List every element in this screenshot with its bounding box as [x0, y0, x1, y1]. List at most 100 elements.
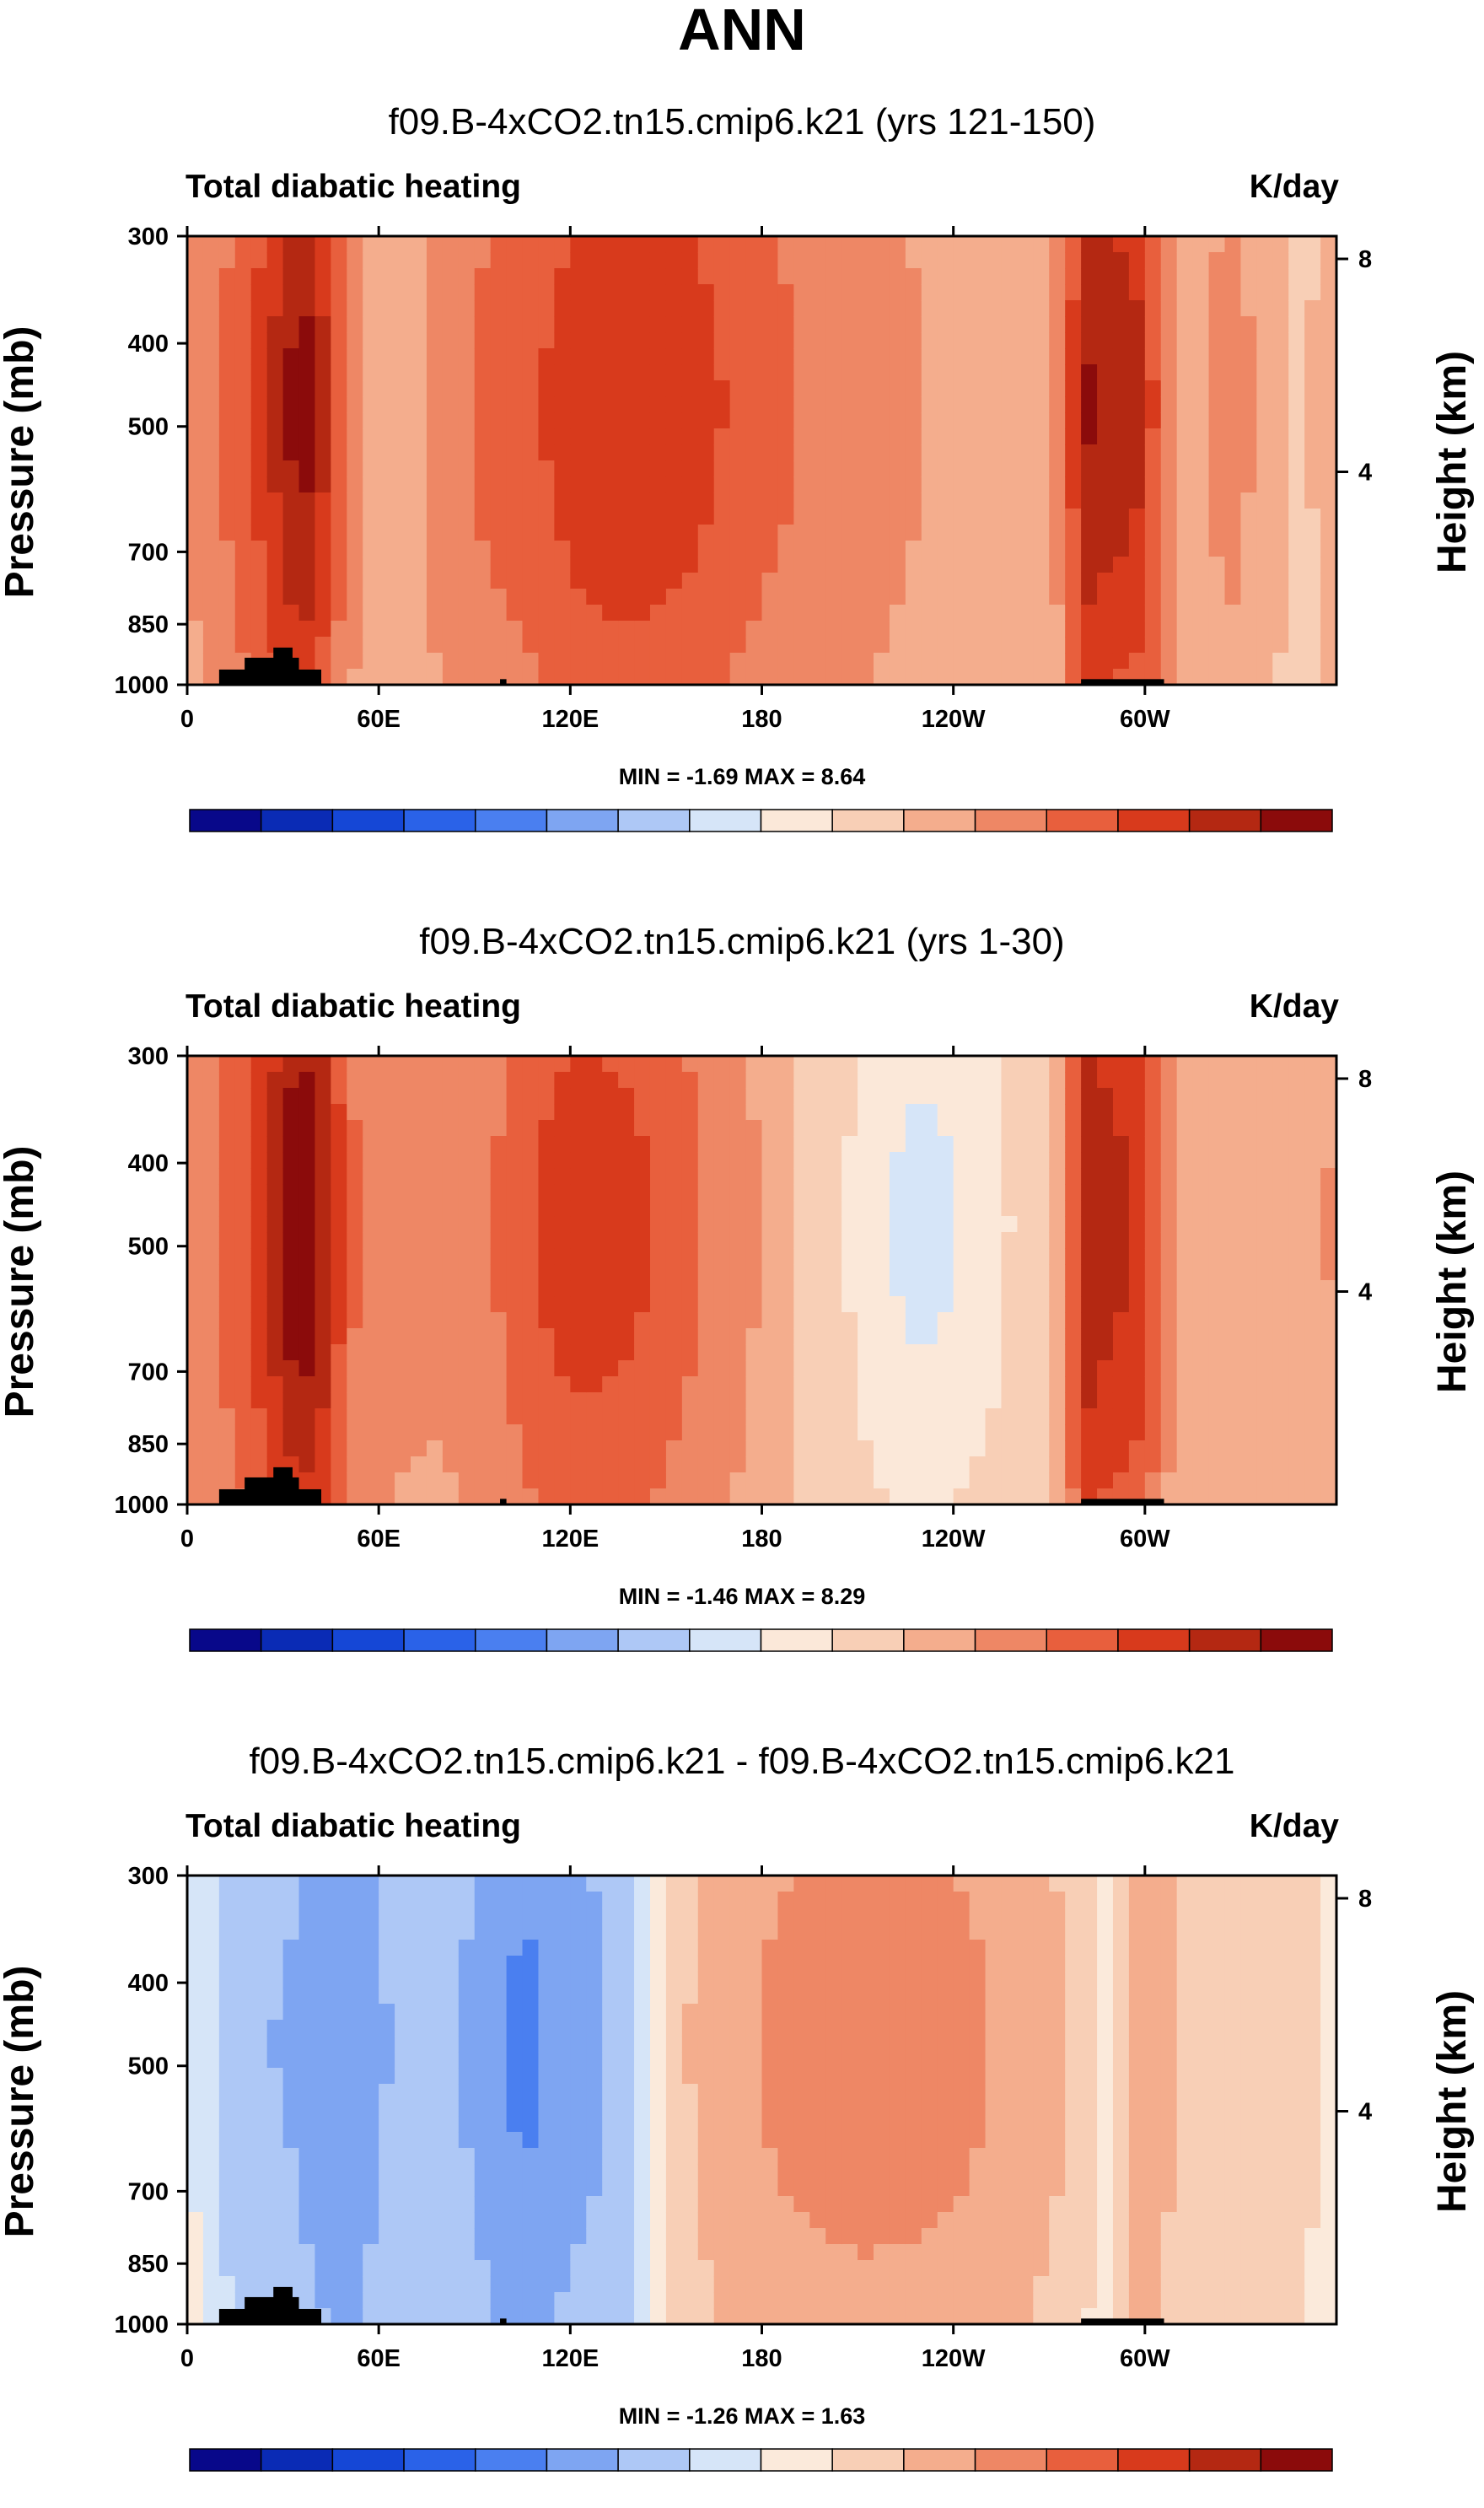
field-cell [474, 2052, 492, 2069]
field-cell [458, 252, 476, 269]
field-cell [315, 1072, 331, 1089]
field-cell [379, 300, 395, 317]
field-cell [250, 444, 268, 461]
field-cell [331, 1168, 347, 1185]
field-cell [266, 412, 284, 429]
field-cell [187, 621, 204, 638]
field-cell [538, 1392, 555, 1409]
field-cell [1112, 252, 1130, 269]
field-cell [282, 1152, 300, 1169]
field-cell [570, 1184, 587, 1201]
field-cell [522, 444, 540, 461]
field-cell [474, 2196, 492, 2213]
field-cell [1288, 460, 1305, 477]
field-cell [363, 2308, 379, 2325]
field-cell [745, 1472, 763, 1489]
field-cell [458, 1488, 476, 1505]
field-cell [745, 1136, 763, 1153]
field-cell [697, 573, 715, 589]
field-cell [1065, 541, 1082, 557]
field-cell [202, 476, 220, 493]
field-cell [218, 2036, 236, 2053]
field-cell [234, 1424, 252, 1441]
field-cell [506, 573, 524, 589]
field-cell [634, 1136, 651, 1153]
field-cell [1192, 300, 1210, 317]
field-cell [315, 1940, 331, 1956]
field-cell [202, 1200, 220, 1217]
left-subtitle: Total diabatic heating [186, 169, 521, 205]
field-cell [809, 541, 826, 557]
field-cell [347, 509, 363, 525]
field-cell [474, 396, 492, 413]
field-cell [218, 460, 236, 477]
field-cell [649, 236, 667, 253]
colorbar-label: 4 [1111, 841, 1125, 843]
field-cell [474, 653, 492, 670]
field-cell [474, 2228, 492, 2245]
field-cell [761, 1120, 779, 1137]
field-cell [985, 380, 1003, 397]
field-cell [1017, 396, 1034, 413]
field-cell [506, 605, 524, 622]
field-cell [602, 2228, 619, 2245]
field-cell [315, 1120, 331, 1137]
field-cell [1192, 252, 1210, 269]
field-cell [1097, 589, 1114, 605]
topography-block [1081, 679, 1164, 685]
field-cell [889, 525, 906, 541]
field-cell [442, 2116, 460, 2133]
field-cell [474, 1328, 492, 1345]
field-cell [1224, 492, 1242, 509]
field-cell [442, 653, 460, 670]
field-cell [266, 1296, 284, 1313]
field-cell [538, 1488, 555, 1505]
field-cell [1049, 557, 1066, 573]
field-cell [522, 1104, 540, 1121]
field-cell [554, 637, 571, 654]
field-cell [266, 444, 284, 461]
field-cell [315, 348, 331, 365]
field-cell [266, 1956, 284, 1972]
field-cell [315, 2116, 331, 2133]
field-cell [250, 364, 268, 381]
field-cell [266, 2148, 284, 2165]
field-cell [761, 1344, 779, 1361]
field-cell [634, 396, 651, 413]
field-cell [602, 2116, 619, 2133]
field-cell [874, 1440, 890, 1457]
field-cell [1288, 412, 1305, 429]
field-cell [761, 1088, 779, 1105]
field-cell [570, 1424, 587, 1441]
field-cell [1208, 653, 1226, 670]
field-cell [809, 1136, 826, 1153]
field-cell [218, 1940, 236, 1956]
field-cell [506, 1264, 524, 1281]
field-cell [649, 1280, 667, 1297]
field-cell [250, 2100, 268, 2117]
field-cell [218, 380, 236, 397]
field-cell [218, 364, 236, 381]
field-cell [347, 637, 363, 654]
field-cell [1320, 573, 1337, 589]
field-cell [554, 332, 571, 349]
field-cell [522, 380, 540, 397]
field-cell [250, 1908, 268, 1924]
field-cell [395, 1392, 411, 1409]
field-cell [1001, 428, 1018, 445]
field-cell [426, 1088, 444, 1105]
field-cell [187, 412, 204, 429]
field-cell [331, 1472, 347, 1489]
field-cell [634, 2132, 651, 2149]
field-cell [1017, 557, 1034, 573]
field-cell [538, 444, 555, 461]
field-cell [442, 1088, 460, 1105]
field-cell [825, 348, 842, 365]
field-cell [841, 444, 858, 461]
field-cell [1224, 236, 1242, 253]
field-cell [985, 364, 1003, 381]
field-cell [458, 2244, 476, 2261]
field-cell [858, 1280, 874, 1297]
field-cell [490, 1296, 508, 1313]
field-cell [331, 460, 347, 477]
